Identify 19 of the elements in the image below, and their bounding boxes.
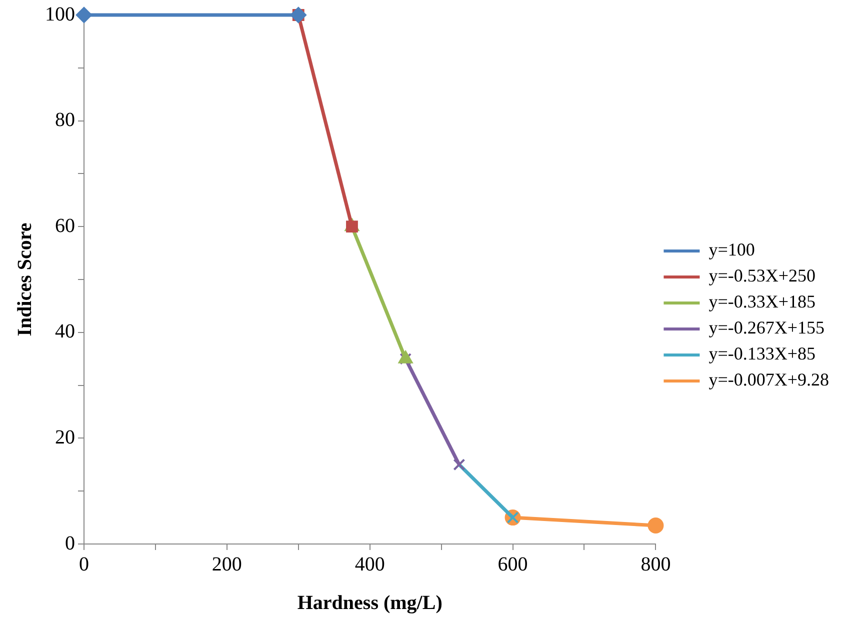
x-axis-title: Hardness (mg/L) (297, 592, 442, 614)
legend-label: y=-0.33X+185 (708, 292, 816, 312)
legend-label: y=-0.133X+85 (708, 344, 816, 364)
legend-label: y=-0.53X+250 (708, 266, 816, 286)
legend-label: y=-0.007X+9.28 (708, 370, 829, 390)
x-tick-label: 800 (640, 553, 671, 576)
y-tick-label: 40 (55, 320, 75, 343)
y-tick-label: 100 (45, 3, 75, 26)
x-tick-label: 200 (212, 553, 242, 576)
y-tick-label: 60 (55, 214, 75, 237)
legend-label: y=-0.267X+155 (708, 318, 824, 338)
x-tick-label: 600 (498, 553, 528, 576)
y-tick-label: 20 (55, 426, 75, 448)
legend-label: y=100 (708, 240, 755, 260)
y-axis-title: Indices Score (14, 222, 36, 336)
x-tick-label: 0 (79, 553, 89, 576)
y-tick-label: 0 (65, 532, 75, 554)
x-tick-label: 400 (354, 553, 385, 576)
y-tick-label: 80 (55, 109, 75, 132)
